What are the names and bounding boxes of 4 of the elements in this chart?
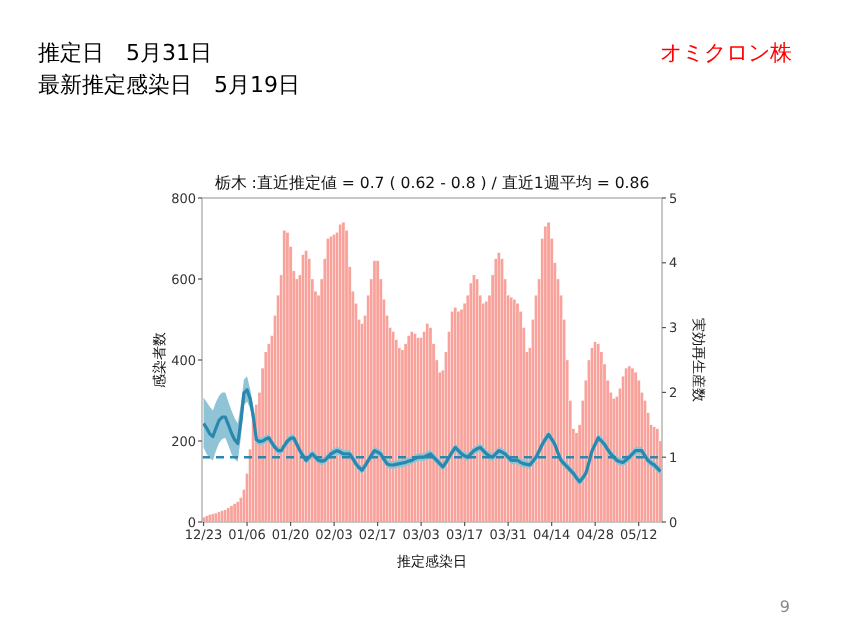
text: 推定日 5月31日: [38, 40, 212, 66]
text: 9: [779, 598, 790, 616]
text: オミクロン株: [660, 40, 792, 66]
text: 最新推定感染日 5月19日: [38, 72, 300, 98]
